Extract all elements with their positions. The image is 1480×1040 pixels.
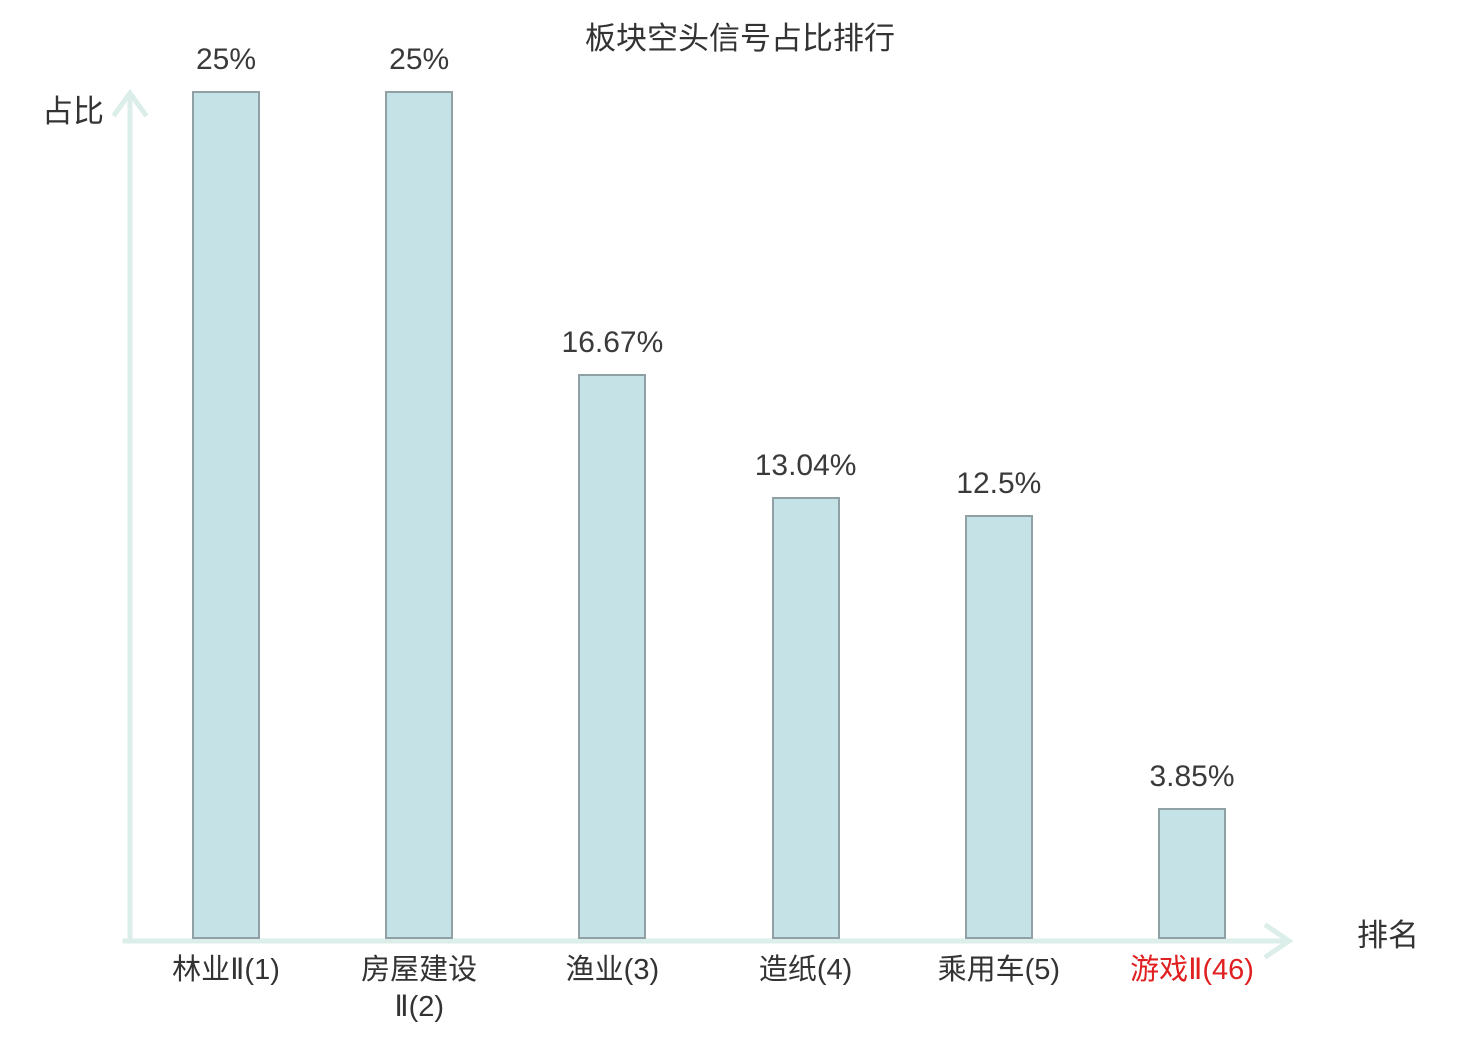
- bar-category-label: 乘用车(5): [937, 954, 1061, 986]
- bar-value-label: 25%: [389, 43, 450, 76]
- bar-value-label: 12.5%: [956, 467, 1042, 500]
- x-axis-arrow-icon: [1263, 922, 1294, 960]
- bar: [385, 91, 454, 939]
- x-axis-label: 排名: [1357, 918, 1419, 953]
- bar-category-label: 林业Ⅱ(1): [172, 954, 280, 986]
- chart-title: 板块空头信号占比排行: [585, 21, 895, 56]
- bar-category-label: 游戏Ⅱ(46): [1130, 954, 1254, 986]
- bar-value-label: 25%: [195, 43, 257, 76]
- bar: [578, 373, 647, 939]
- bar-category-label: 渔业(3): [565, 954, 660, 986]
- bar: [1158, 808, 1226, 939]
- bar: [771, 496, 840, 939]
- y-axis-arrow-icon: [111, 88, 149, 118]
- bar-value-label: 3.85%: [1149, 760, 1235, 794]
- bar-category-label: 房屋建设Ⅱ(2): [361, 954, 478, 1023]
- bar-category-label: 造纸(4): [758, 954, 853, 986]
- bar-value-label: 13.04%: [754, 448, 857, 482]
- bar: [964, 515, 1033, 939]
- y-axis-label: 占比: [42, 94, 104, 129]
- bar-value-label: 16.67%: [561, 325, 664, 359]
- bar: [192, 91, 260, 939]
